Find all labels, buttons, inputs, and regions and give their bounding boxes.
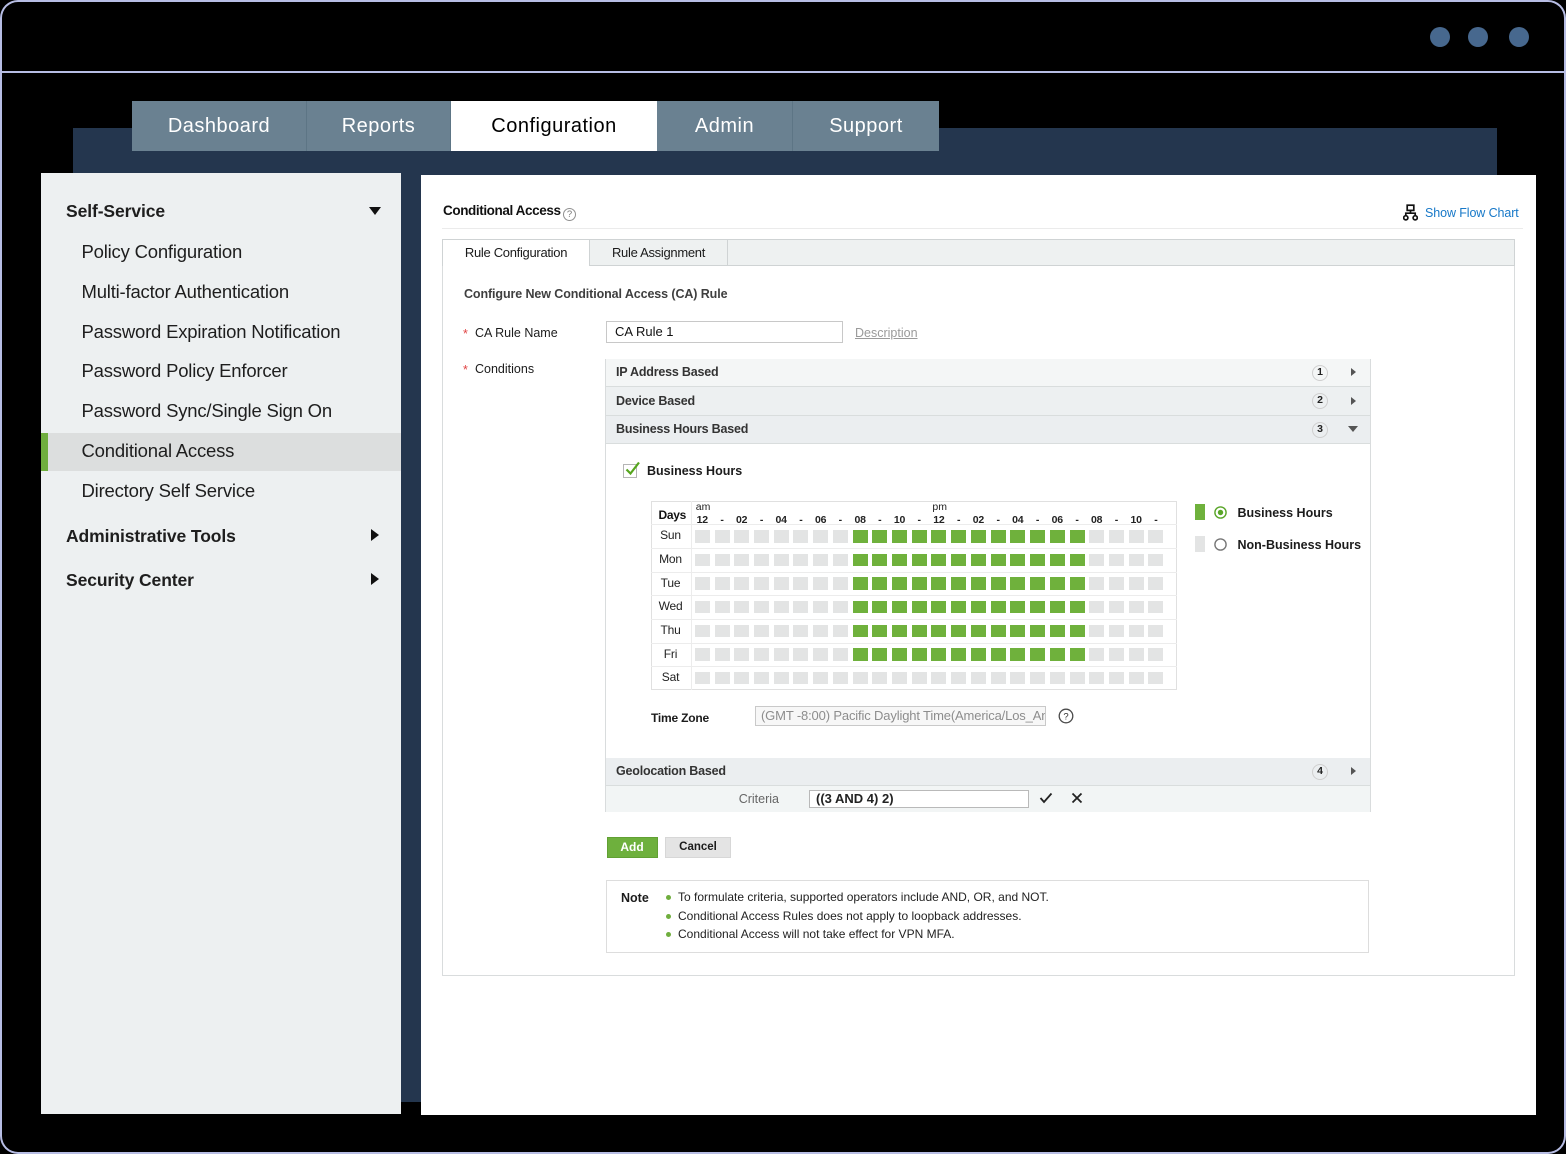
svg-text:?: ? [1063,711,1068,722]
